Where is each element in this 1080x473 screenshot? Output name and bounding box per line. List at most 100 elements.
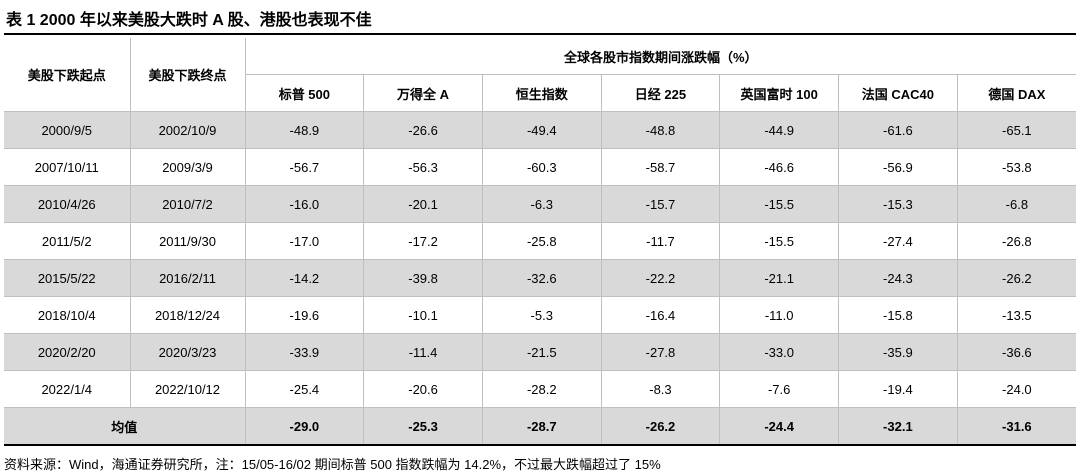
table-cell: -19.6 (244, 296, 365, 334)
table-cell: -56.3 (363, 148, 483, 186)
table-cell: -25.8 (481, 222, 602, 260)
table-cell: -33.9 (244, 333, 365, 371)
table-row: 2022/1/4 2022/10/12 -25.4 -20.6 -28.2 -8.3 -7.… (4, 370, 1076, 408)
table-cell: -17.0 (244, 222, 365, 260)
table-cell: -8.3 (600, 370, 721, 408)
table-cell: -5.3 (481, 296, 602, 334)
table-cell: -6.8 (956, 185, 1076, 223)
table-cell: 2022/10/12 (129, 370, 246, 408)
table-cell: -21.5 (481, 333, 602, 371)
table-cell: 2020/2/20 (4, 333, 131, 371)
table-cell: 2011/9/30 (129, 222, 246, 260)
table-row: 2015/5/22 2016/2/11 -14.2 -39.8 -32.6 -22.2 -2… (4, 259, 1076, 297)
table-cell: -6.3 (481, 185, 602, 223)
table-cell: -17.2 (363, 222, 483, 260)
table-cell: -20.6 (363, 370, 483, 408)
table-cell: -25.4 (244, 370, 365, 408)
table-cell: -27.8 (600, 333, 721, 371)
table-cell: -26.2 (600, 407, 721, 446)
header-cell: 法国 CAC40 (838, 74, 958, 112)
table-cell: -49.4 (481, 111, 602, 149)
header-cell: 恒生指数 (481, 74, 602, 112)
table-cell: -31.6 (956, 407, 1076, 446)
table-cell: 2000/9/5 (4, 111, 131, 149)
table-cell: 2011/5/2 (4, 222, 131, 260)
table-cell: -11.4 (363, 333, 483, 371)
rule (4, 33, 1076, 35)
header-group: 全球各股市指数期间涨跌幅（%） (244, 38, 1076, 75)
table-cell: 2022/1/4 (4, 370, 131, 408)
table-cell: -32.1 (838, 407, 958, 446)
table-cell: -15.5 (719, 185, 840, 223)
table-cell: 2010/4/26 (4, 185, 131, 223)
table-cell: -36.6 (956, 333, 1076, 371)
table-cell: -22.2 (600, 259, 721, 297)
table-cell: -11.0 (719, 296, 840, 334)
header-cell: 美股下跌起点 (4, 38, 131, 112)
header-cell: 英国富时 100 (719, 74, 840, 112)
table-cell: -24.3 (838, 259, 958, 297)
table-cell: -48.9 (244, 111, 365, 149)
table-cell: -44.9 (719, 111, 840, 149)
table-cell: -15.7 (600, 185, 721, 223)
table-cell: -29.0 (244, 407, 365, 446)
table-cell: -24.0 (956, 370, 1076, 408)
header-cell: 标普 500 (245, 74, 365, 112)
table-cell: -15.8 (838, 296, 958, 334)
table-cell: 均值 (4, 407, 246, 446)
table-row: 2020/2/20 2020/3/23 -33.9 -11.4 -21.5 -27.8 -3… (4, 333, 1076, 371)
table-cell: -58.7 (600, 148, 721, 186)
table-cell: -20.1 (363, 185, 483, 223)
table-cell: -10.1 (363, 296, 483, 334)
table-cell: 2015/5/22 (4, 259, 131, 297)
table-cell: -15.3 (838, 185, 958, 223)
table-cell: -14.2 (244, 259, 365, 297)
table-cell: -26.2 (956, 259, 1076, 297)
header-cell: 德国 DAX (956, 74, 1076, 112)
table-cell: -19.4 (838, 370, 958, 408)
table-row: 2011/5/2 2011/9/30 -17.0 -17.2 -25.8 -11.7 -15… (4, 222, 1076, 260)
table-cell: -53.8 (956, 148, 1076, 186)
table-title: 表 1 2000 年以来美股大跌时 A 股、港股也表现不佳 (6, 12, 372, 29)
table-cell: -33.0 (719, 333, 840, 371)
table-cell: -32.6 (481, 259, 602, 297)
header-cell: 万得全 A (363, 74, 483, 112)
table-cell: 2009/3/9 (129, 148, 246, 186)
table-cell: 2002/10/9 (129, 111, 246, 149)
table-cell: -16.4 (600, 296, 721, 334)
table-cell: 2020/3/23 (129, 333, 246, 371)
table-cell: -28.7 (481, 407, 602, 446)
table-cell: -11.7 (600, 222, 721, 260)
table-cell: -25.3 (363, 407, 483, 446)
table-cell: 2016/2/11 (129, 259, 246, 297)
table-row: 2010/4/26 2010/7/2 -16.0 -20.1 -6.3 -15.7 -15.… (4, 185, 1076, 223)
table-cell: 2010/7/2 (129, 185, 246, 223)
table-cell: -15.5 (719, 222, 840, 260)
table-cell: -46.6 (719, 148, 840, 186)
table-cell: -16.0 (244, 185, 365, 223)
table-cell: 2018/10/4 (4, 296, 131, 334)
table-cell: -26.6 (363, 111, 483, 149)
mean-row: 均值 -29.0 -25.3 -28.7 -26.2 -24.4 -32.1 -31.6 (4, 407, 1076, 446)
table-cell: -24.4 (719, 407, 840, 446)
table-cell: -39.8 (363, 259, 483, 297)
table-row: 2007/10/11 2009/3/9 -56.7 -56.3 -60.3 -58.7 -4… (4, 148, 1076, 186)
table-cell: -28.2 (481, 370, 602, 408)
table-cell: -60.3 (481, 148, 602, 186)
table-row: 2000/9/5 2002/10/9 -48.9 -26.6 -49.4 -48.8 -44… (4, 111, 1076, 149)
table-cell: -26.8 (956, 222, 1076, 260)
table-cell: -61.6 (838, 111, 958, 149)
header-cell: 日经 225 (600, 74, 721, 112)
table-cell: -65.1 (956, 111, 1076, 149)
table-row: 2018/10/4 2018/12/24 -19.6 -10.1 -5.3 -16.4 -1… (4, 296, 1076, 334)
table-cell: -13.5 (956, 296, 1076, 334)
table-cell: -27.4 (838, 222, 958, 260)
table-cell: -35.9 (838, 333, 958, 371)
header-cell: 美股下跌终点 (129, 38, 246, 112)
table-cell: 2018/12/24 (129, 296, 246, 334)
table-cell: -21.1 (719, 259, 840, 297)
table-cell: -56.7 (244, 148, 365, 186)
table-cell: 2007/10/11 (4, 148, 131, 186)
